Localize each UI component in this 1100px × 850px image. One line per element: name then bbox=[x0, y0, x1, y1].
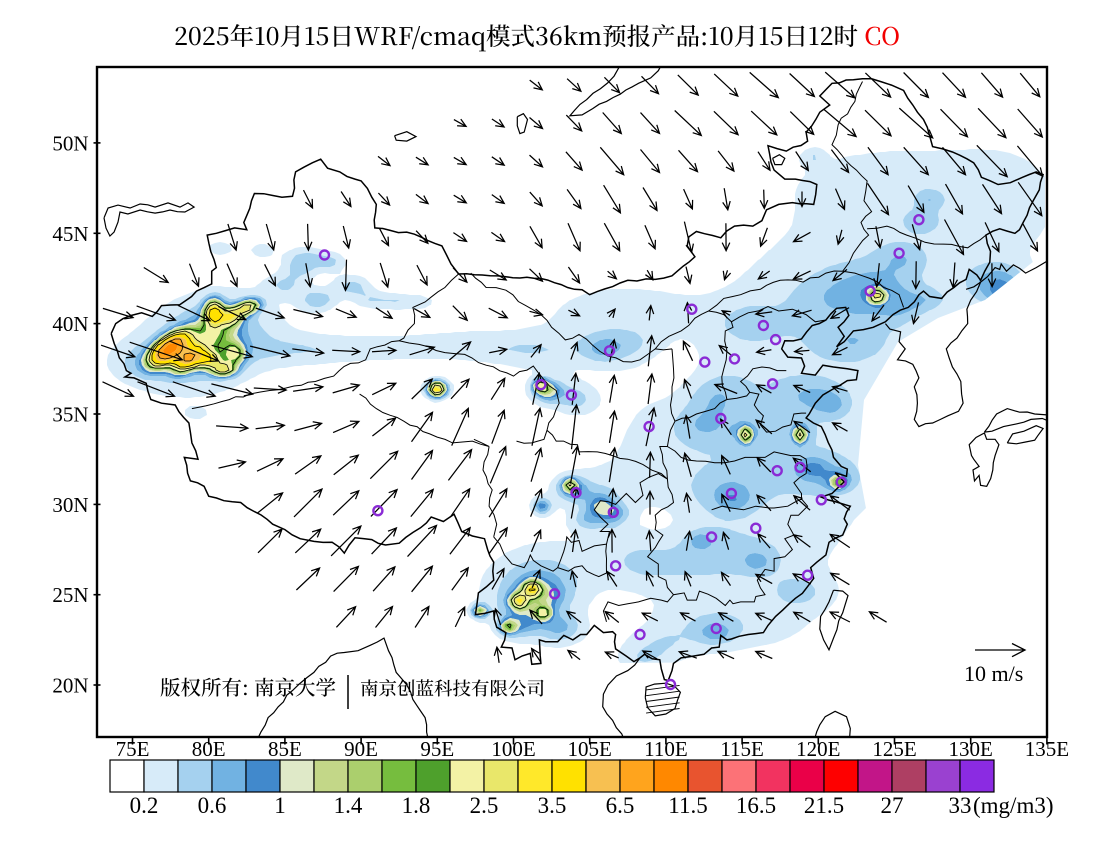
svg-text:75E: 75E bbox=[116, 737, 150, 761]
svg-text:125E: 125E bbox=[872, 737, 916, 761]
svg-text:35N: 35N bbox=[52, 403, 88, 427]
svg-text:40N: 40N bbox=[52, 312, 88, 336]
svg-text:0.6: 0.6 bbox=[198, 793, 227, 818]
svg-text:50N: 50N bbox=[52, 131, 88, 155]
svg-text:11.5: 11.5 bbox=[668, 793, 707, 818]
svg-text:3.5: 3.5 bbox=[538, 793, 567, 818]
svg-text:21.5: 21.5 bbox=[804, 793, 844, 818]
svg-text:1: 1 bbox=[274, 793, 286, 818]
svg-text:110E: 110E bbox=[644, 737, 688, 761]
svg-text:20N: 20N bbox=[52, 674, 88, 698]
svg-text:30N: 30N bbox=[52, 493, 88, 517]
svg-text:1.8: 1.8 bbox=[402, 793, 431, 818]
svg-text:16.5: 16.5 bbox=[736, 793, 776, 818]
svg-text:115E: 115E bbox=[720, 737, 764, 761]
svg-text:120E: 120E bbox=[796, 737, 840, 761]
svg-text:(mg/m3): (mg/m3) bbox=[973, 793, 1054, 818]
svg-text:33: 33 bbox=[949, 793, 972, 818]
svg-text:90E: 90E bbox=[344, 737, 378, 761]
svg-text:版权所有: 南京大学: 版权所有: 南京大学 bbox=[160, 671, 336, 701]
svg-text:6.5: 6.5 bbox=[606, 793, 635, 818]
svg-text:135E: 135E bbox=[1025, 737, 1069, 761]
svg-text:100E: 100E bbox=[491, 737, 535, 761]
svg-text:2.5: 2.5 bbox=[470, 793, 499, 818]
svg-text:25N: 25N bbox=[52, 583, 88, 607]
svg-text:27: 27 bbox=[881, 793, 904, 818]
svg-text:2025年10月15日WRF/cmaq模式36km预报产品:: 2025年10月15日WRF/cmaq模式36km预报产品:10月15日12时 … bbox=[174, 18, 900, 53]
svg-text:10 m/s: 10 m/s bbox=[964, 661, 1023, 686]
svg-text:105E: 105E bbox=[568, 737, 612, 761]
svg-text:85E: 85E bbox=[268, 737, 302, 761]
svg-text:130E: 130E bbox=[949, 737, 993, 761]
svg-text:80E: 80E bbox=[192, 737, 226, 761]
svg-text:1.4: 1.4 bbox=[334, 793, 363, 818]
svg-text:95E: 95E bbox=[420, 737, 454, 761]
svg-text:南京创蓝科技有限公司: 南京创蓝科技有限公司 bbox=[360, 675, 545, 701]
svg-text:0.2: 0.2 bbox=[130, 793, 159, 818]
svg-text:45N: 45N bbox=[52, 222, 88, 246]
